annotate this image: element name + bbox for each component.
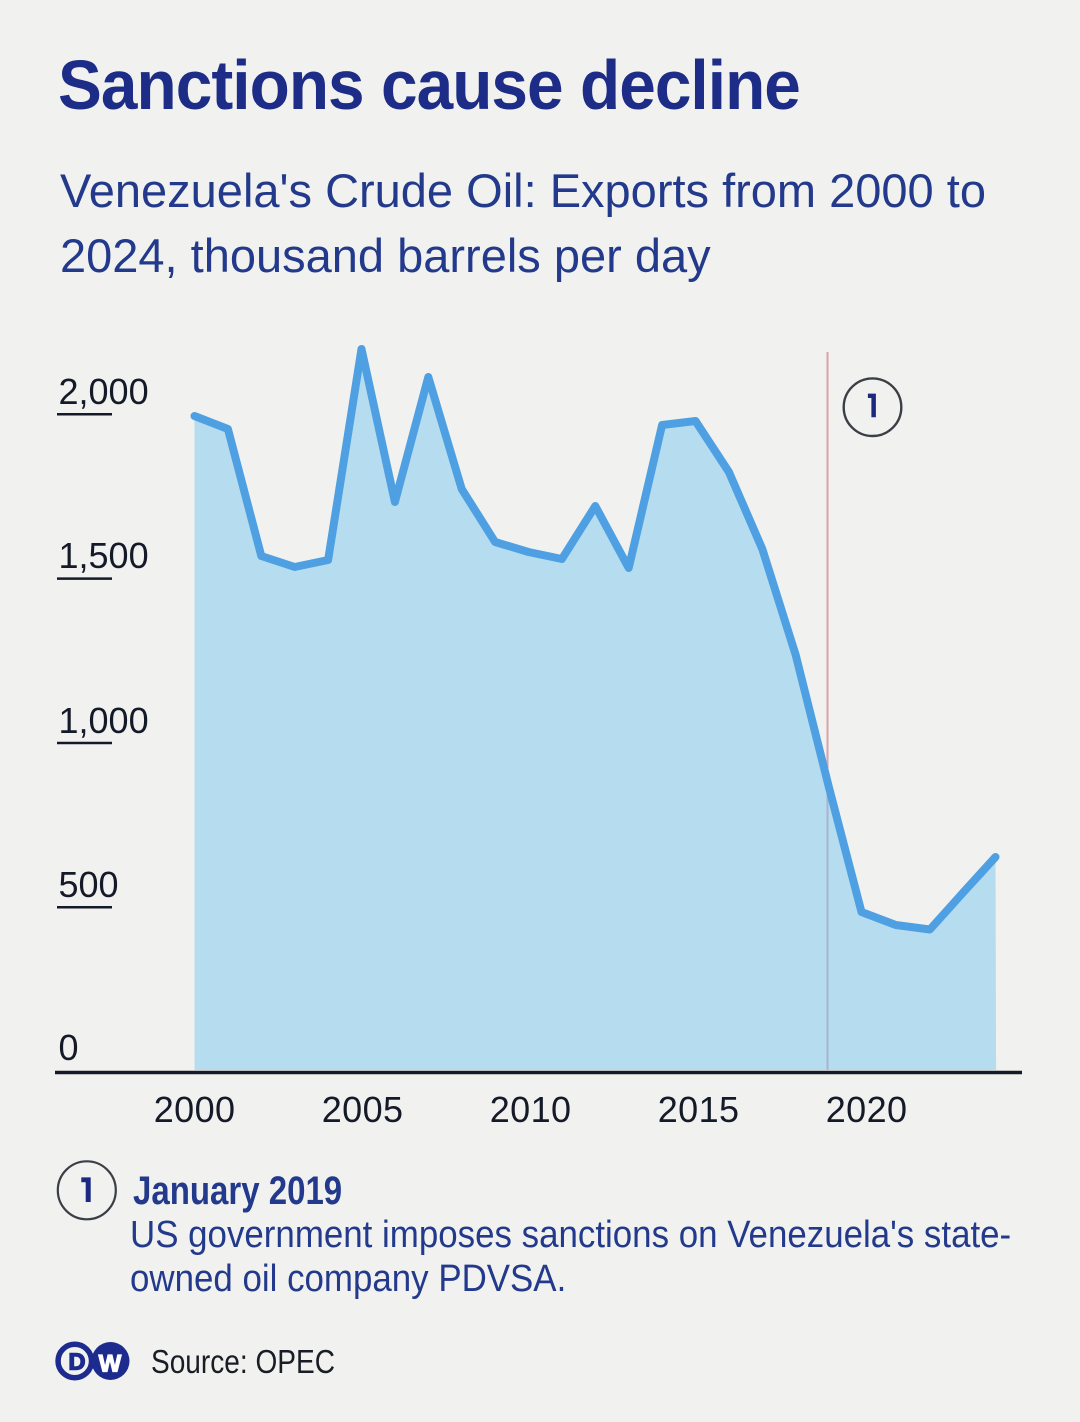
svg-text:W: W bbox=[99, 1350, 122, 1377]
svg-text:D: D bbox=[69, 1349, 86, 1375]
